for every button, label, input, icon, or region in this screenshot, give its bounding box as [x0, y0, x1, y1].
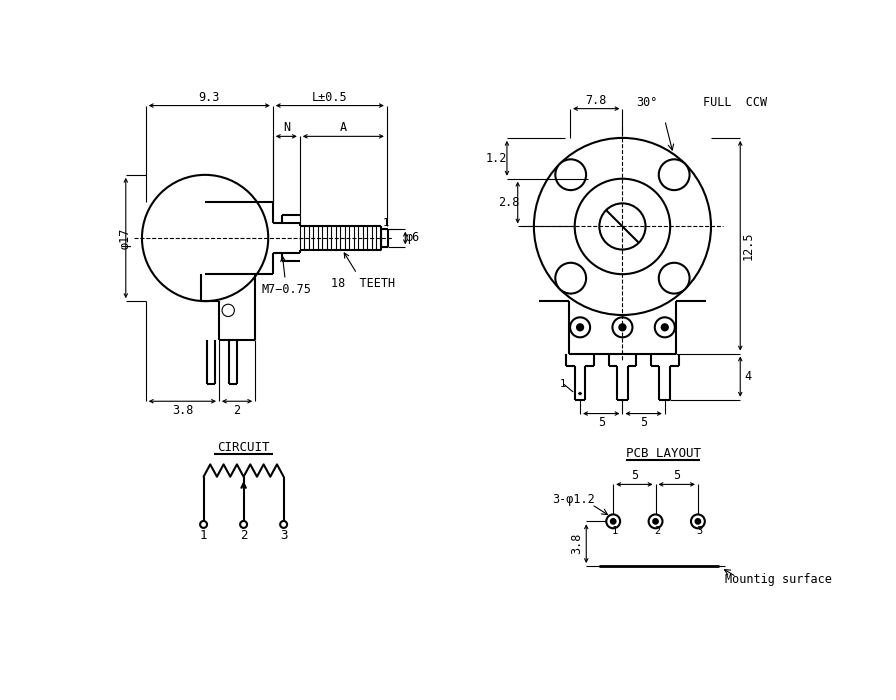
Text: L±0.5: L±0.5 [312, 90, 348, 104]
Text: 1: 1 [612, 526, 618, 536]
Circle shape [695, 519, 700, 524]
Text: 3-φ1.2: 3-φ1.2 [552, 494, 595, 506]
Circle shape [611, 519, 616, 524]
Text: 2: 2 [234, 404, 241, 417]
Text: CIRCUIT: CIRCUIT [218, 441, 270, 454]
Circle shape [619, 324, 625, 330]
Text: M7−0.75: M7−0.75 [262, 257, 311, 295]
Circle shape [556, 160, 586, 190]
Text: 2: 2 [240, 528, 247, 542]
Text: 3.8: 3.8 [172, 404, 193, 417]
Text: 5: 5 [640, 416, 647, 428]
Text: 2: 2 [654, 526, 660, 536]
Text: A: A [340, 121, 347, 134]
Text: 3.8: 3.8 [571, 533, 583, 554]
Text: 2.8: 2.8 [498, 196, 520, 209]
Circle shape [662, 324, 668, 330]
Text: 1: 1 [559, 379, 565, 389]
Text: φ17: φ17 [118, 228, 132, 248]
Text: 5: 5 [598, 416, 605, 428]
Text: 9.3: 9.3 [199, 90, 220, 104]
Text: 1.2: 1.2 [486, 152, 507, 164]
Circle shape [659, 160, 690, 190]
Text: N: N [283, 121, 290, 134]
Text: Mountig surface: Mountig surface [725, 573, 831, 587]
Text: FULL  CCW: FULL CCW [703, 96, 767, 109]
Text: 1: 1 [200, 528, 207, 542]
Text: PCB LAYOUT: PCB LAYOUT [625, 447, 701, 460]
Circle shape [577, 324, 583, 330]
Circle shape [659, 262, 690, 293]
Text: 3: 3 [696, 526, 702, 536]
Text: 30°: 30° [636, 96, 658, 109]
Text: 1: 1 [383, 218, 389, 228]
Text: 4: 4 [745, 370, 752, 383]
Text: 7.8: 7.8 [586, 94, 607, 106]
Circle shape [653, 519, 658, 524]
Text: 12.5: 12.5 [742, 232, 754, 260]
Text: 3: 3 [280, 528, 288, 542]
Text: 5: 5 [673, 470, 680, 482]
Text: 5: 5 [631, 470, 638, 482]
Circle shape [556, 262, 586, 293]
Text: φ6: φ6 [406, 232, 420, 244]
Text: 18  TEETH: 18 TEETH [331, 253, 395, 290]
